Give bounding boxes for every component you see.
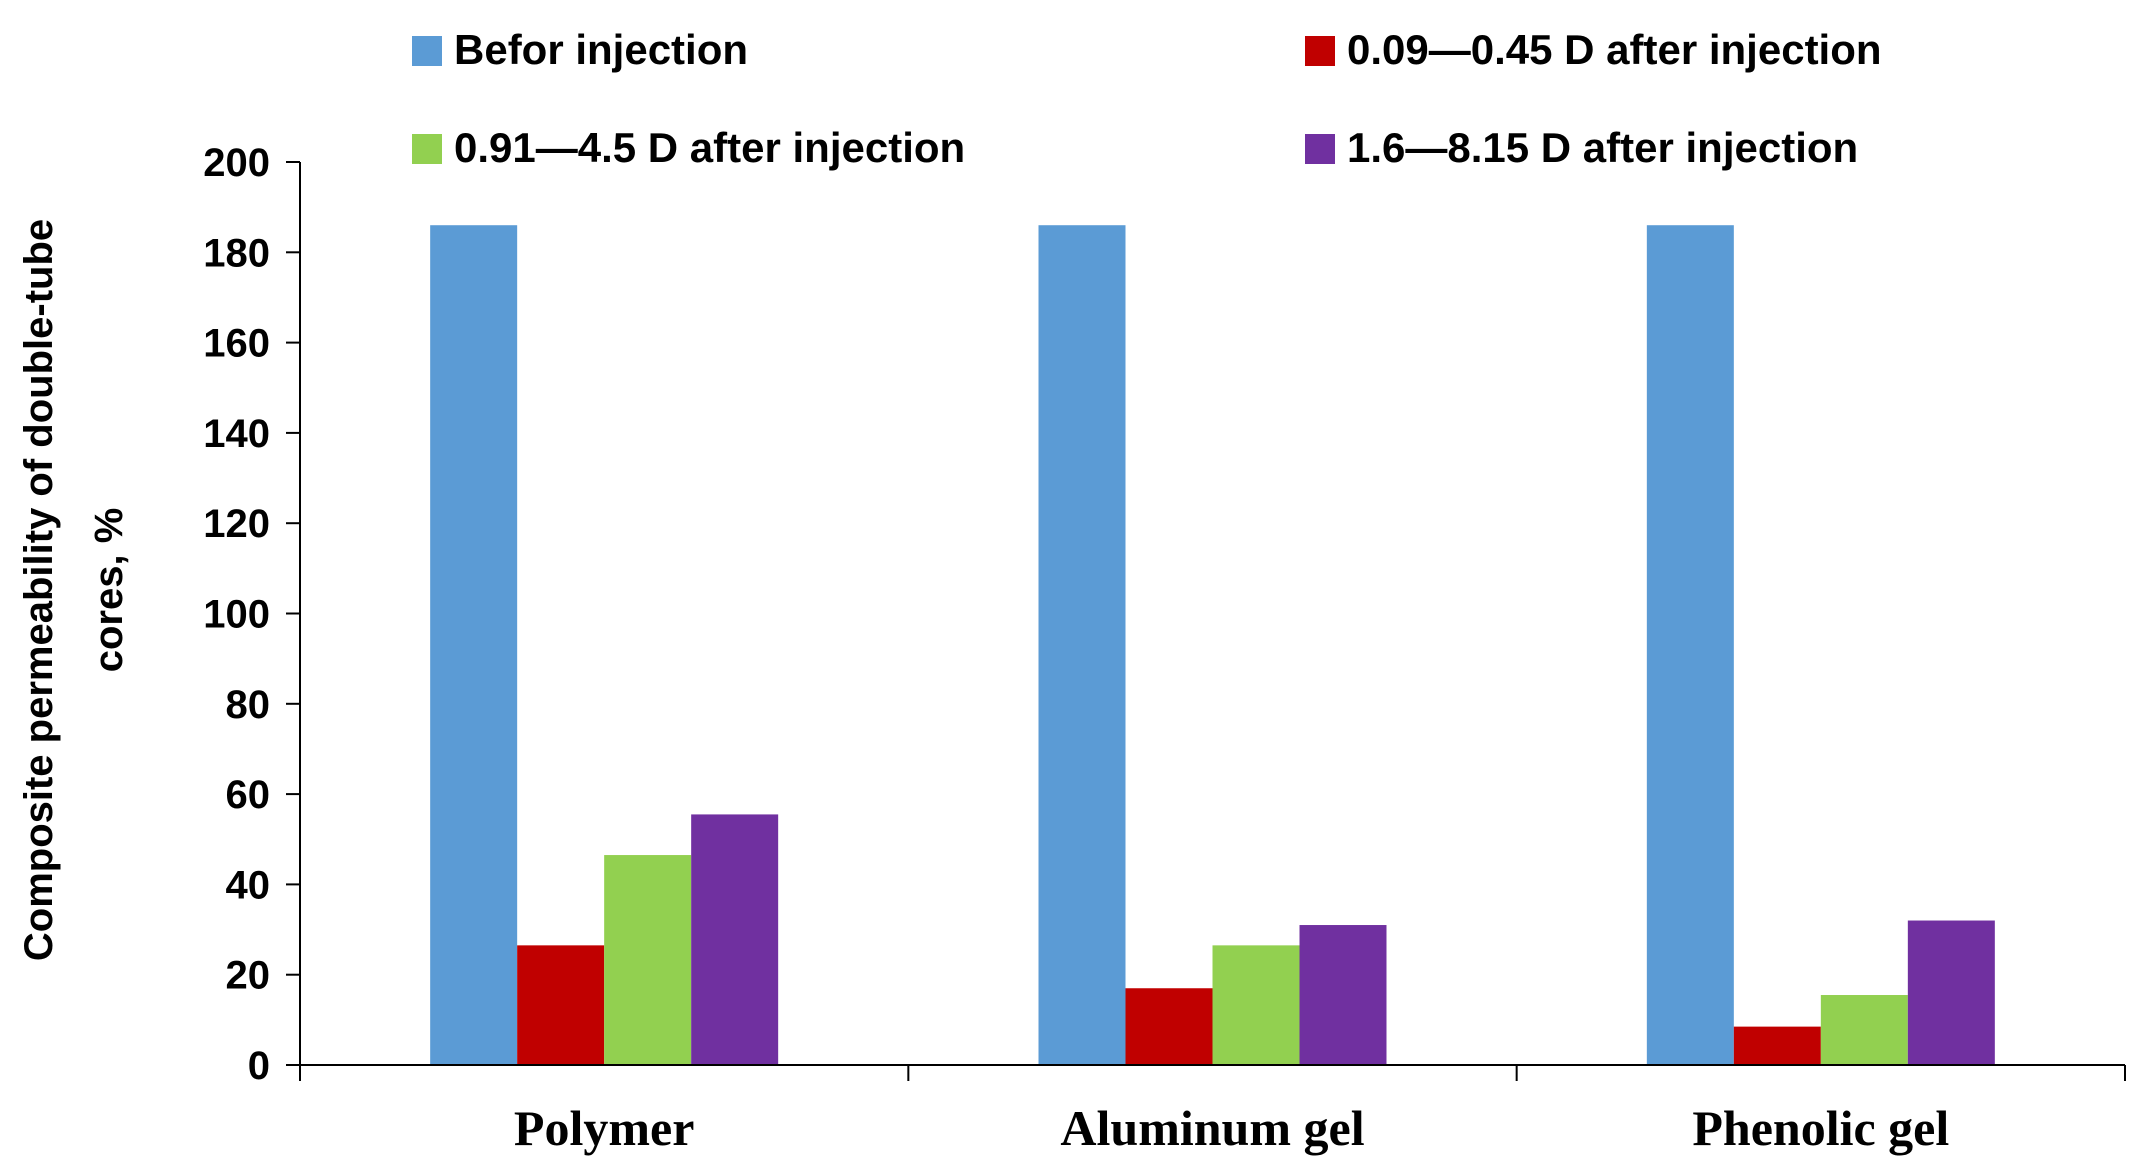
axes: [299, 162, 2125, 1066]
legend-swatch: [1305, 36, 1335, 66]
y-tick-label: 0: [248, 1044, 270, 1088]
x-tick-label: Polymer: [514, 1100, 694, 1156]
y-tick-label: 140: [203, 412, 270, 456]
bar: [1125, 988, 1213, 1065]
y-tick-label: 200: [203, 141, 270, 185]
legend-label: 0.09—0.45 D after injection: [1347, 26, 1882, 73]
bar: [604, 855, 692, 1065]
y-axis-label-line-2: cores, %: [87, 508, 131, 673]
y-axis-label: Composite permeability of double-tube co…: [17, 219, 131, 961]
legend-label: 1.6—8.15 D after injection: [1347, 124, 1858, 171]
bar: [1733, 1026, 1821, 1065]
bar: [430, 225, 518, 1065]
bar: [1820, 995, 1908, 1065]
bar: [517, 945, 605, 1065]
legend: Befor injection 0.09—0.45 D after injecti…: [412, 26, 1882, 171]
legend-label: Befor injection: [454, 26, 748, 73]
legend-swatch: [1305, 134, 1335, 164]
y-tick-label: 120: [203, 502, 270, 546]
bar: [1907, 920, 1995, 1065]
y-tick-label: 80: [226, 683, 271, 727]
y-axis-label-line-1: Composite permeability of double-tube: [17, 219, 61, 961]
legend-swatch: [412, 134, 442, 164]
x-axis-labels: Polymer Aluminum gel Phenolic gel: [299, 1065, 2126, 1156]
y-tick-label: 100: [203, 593, 270, 637]
y-tick-label: 20: [226, 954, 271, 998]
bar: [1299, 925, 1387, 1065]
bar: [1038, 225, 1126, 1065]
x-tick-label: Phenolic gel: [1692, 1100, 1949, 1156]
legend-swatch: [412, 36, 442, 66]
y-axis-ticks: 0 20 40 60 80 100 120 140 160 180 200: [203, 141, 300, 1088]
bar: [1646, 225, 1734, 1065]
bar: [1212, 945, 1300, 1065]
y-tick-label: 60: [226, 773, 271, 817]
x-tick-label: Aluminum gel: [1060, 1100, 1364, 1156]
bars: [430, 225, 1995, 1065]
bar: [691, 814, 779, 1065]
y-tick-label: 160: [203, 322, 270, 366]
legend-label: 0.91—4.5 D after injection: [454, 124, 965, 171]
y-tick-label: 40: [226, 863, 271, 907]
y-tick-label: 180: [203, 231, 270, 275]
